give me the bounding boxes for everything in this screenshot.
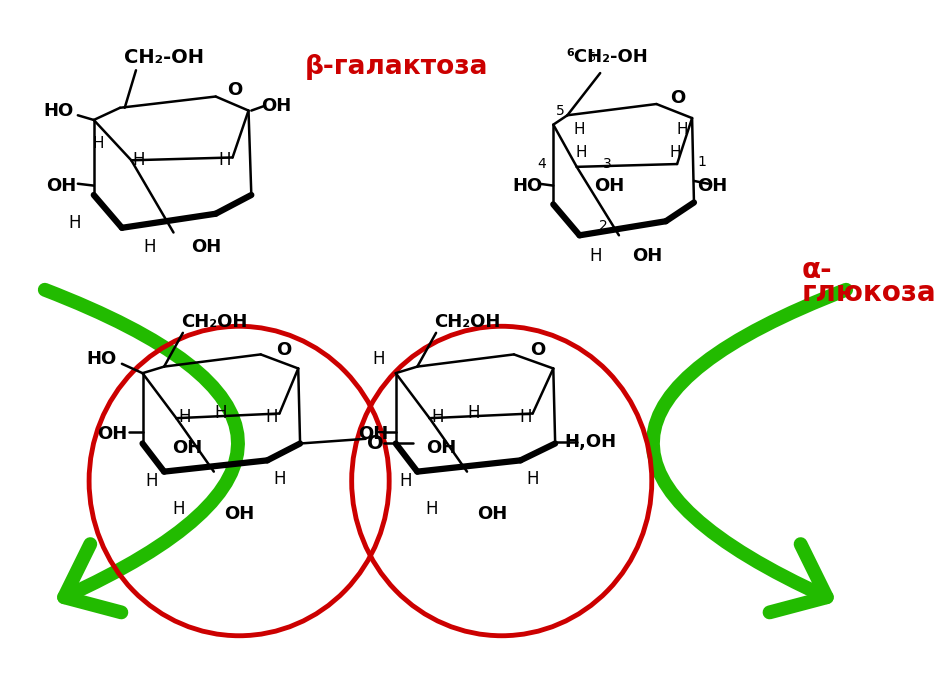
Text: OH: OH [477, 505, 507, 523]
Text: ⁶CH₂-OH: ⁶CH₂-OH [567, 48, 649, 66]
Text: H: H [519, 408, 531, 426]
Text: HO: HO [86, 350, 117, 368]
Text: H: H [670, 145, 681, 160]
Text: H: H [218, 151, 231, 169]
Text: H: H [576, 145, 587, 160]
Text: H: H [431, 408, 445, 426]
Text: H: H [179, 408, 191, 426]
Text: OH: OH [426, 439, 456, 457]
Text: H: H [574, 122, 585, 137]
Text: OH: OH [224, 505, 255, 523]
Text: 5: 5 [557, 104, 565, 117]
Text: O: O [367, 434, 384, 453]
Text: 4: 4 [538, 157, 546, 171]
Text: H: H [68, 214, 82, 232]
Text: H: H [467, 404, 480, 422]
Text: OH: OH [46, 177, 76, 195]
Text: OH: OH [632, 247, 662, 265]
Text: 1: 1 [697, 155, 706, 169]
Text: H: H [677, 122, 689, 137]
Text: HO: HO [513, 177, 543, 195]
Text: H: H [526, 470, 539, 488]
FancyArrowPatch shape [653, 290, 846, 612]
Text: OH: OH [358, 425, 389, 443]
Text: H: H [266, 408, 278, 426]
Text: глюкоза: глюкоза [802, 279, 937, 307]
Text: O: O [530, 341, 545, 359]
Text: H,OH: H,OH [564, 433, 617, 451]
Text: O: O [276, 341, 292, 359]
FancyArrowPatch shape [45, 290, 238, 612]
Text: OH: OH [261, 97, 292, 115]
Text: CH₂OH: CH₂OH [180, 312, 247, 330]
Text: H: H [426, 500, 438, 518]
Text: OH: OH [173, 439, 202, 457]
Text: OH: OH [98, 425, 127, 443]
Text: OH: OH [697, 177, 728, 195]
Text: OH: OH [595, 177, 625, 195]
Text: OH: OH [191, 238, 221, 256]
Text: H: H [399, 472, 411, 490]
Text: β-галактоза: β-галактоза [305, 53, 488, 79]
Text: H: H [214, 404, 227, 422]
Text: 3: 3 [603, 157, 612, 171]
Text: H: H [172, 500, 184, 518]
Text: 6: 6 [587, 50, 595, 64]
Text: H: H [145, 472, 158, 490]
Text: H: H [589, 247, 601, 265]
Text: H: H [133, 151, 145, 169]
Text: 2: 2 [598, 219, 607, 233]
Text: H: H [274, 470, 286, 488]
Text: α-: α- [802, 256, 832, 284]
Text: CH₂OH: CH₂OH [434, 312, 501, 330]
Text: O: O [227, 81, 242, 99]
Text: HO: HO [43, 102, 73, 120]
Text: H: H [372, 350, 385, 368]
Text: CH₂-OH: CH₂-OH [124, 48, 204, 66]
Text: H: H [143, 238, 157, 256]
Text: O: O [671, 89, 686, 107]
Text: H: H [93, 136, 104, 151]
